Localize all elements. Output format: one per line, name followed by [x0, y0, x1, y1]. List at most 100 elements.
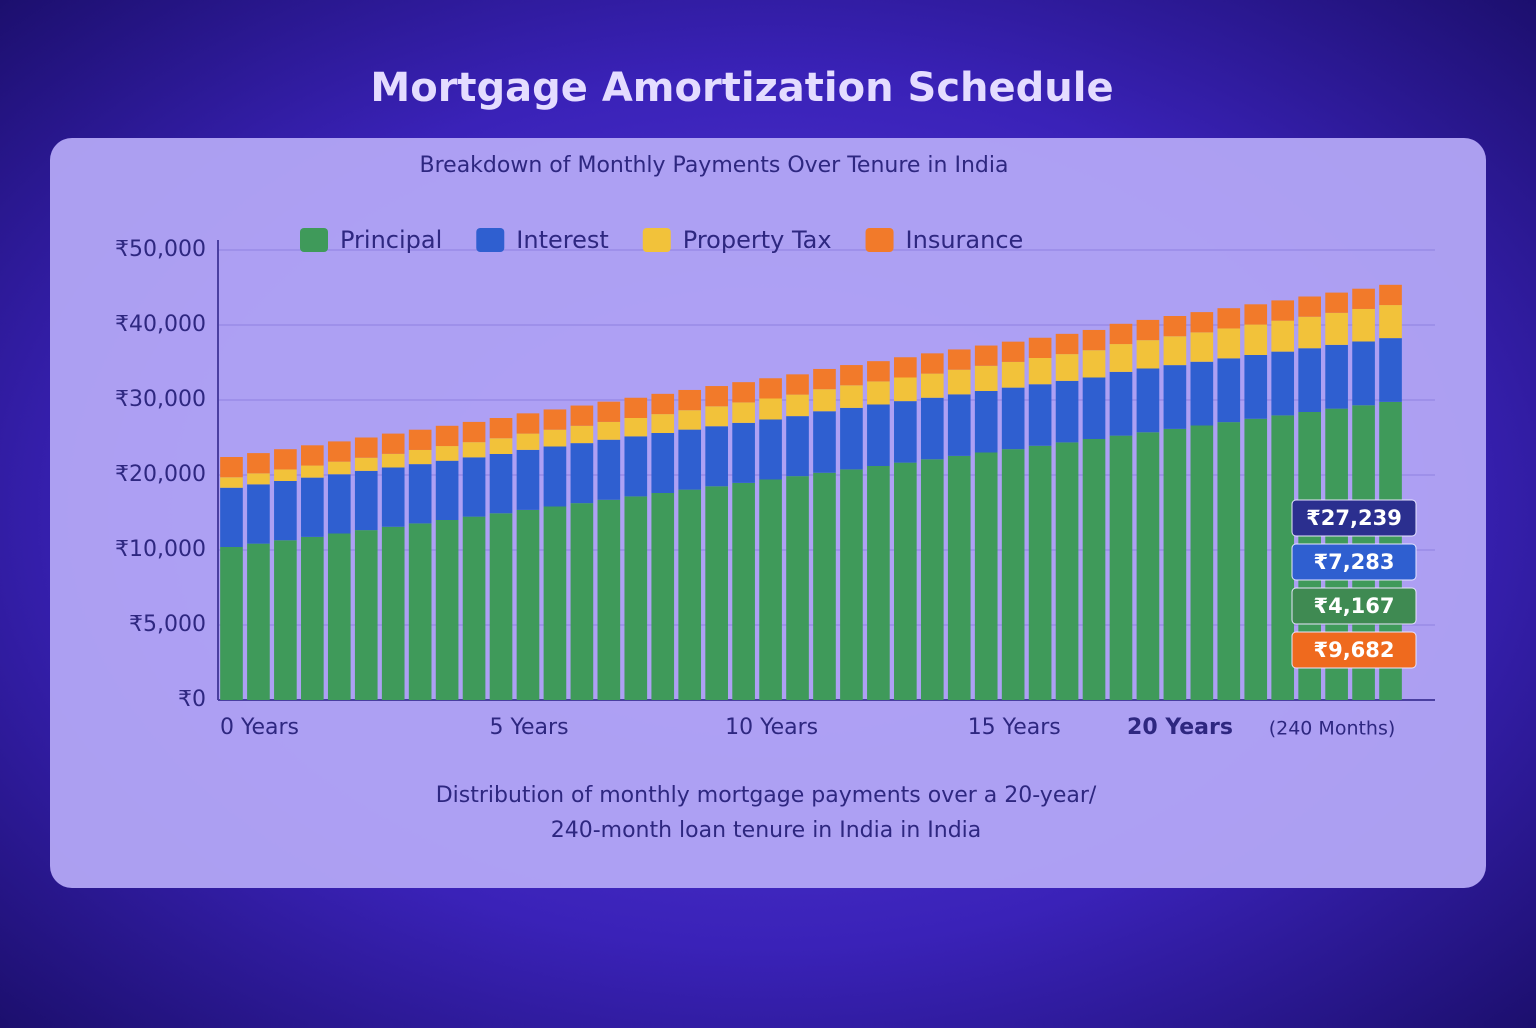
bar-segment — [462, 457, 486, 517]
bar-segment — [1325, 312, 1348, 345]
bar-segment — [570, 425, 594, 444]
y-tick-label: ₹0 — [178, 687, 206, 712]
bar-segment — [974, 391, 998, 453]
bar-segment — [1163, 365, 1187, 429]
bar-segment — [1244, 418, 1268, 700]
bar-segment — [1325, 292, 1348, 313]
y-tick-label: ₹50,000 — [115, 237, 206, 262]
bar-segment — [1136, 319, 1160, 341]
bar-segment — [354, 530, 378, 700]
bar-segment — [1082, 377, 1106, 439]
y-tick-label: ₹40,000 — [115, 312, 206, 337]
bar-segment — [1163, 336, 1187, 366]
bar-segment — [327, 474, 351, 534]
bar-segment — [220, 477, 243, 488]
legend-swatch — [476, 228, 505, 252]
bar-segment — [516, 433, 540, 450]
chart-title: Mortgage Amortization Schedule — [370, 65, 1113, 111]
bar-segment — [327, 461, 351, 475]
bar-segment — [732, 422, 755, 483]
bar-segment — [894, 377, 917, 402]
bar-segment — [327, 441, 351, 462]
bar-segment — [1379, 338, 1402, 402]
bar-segment — [354, 437, 378, 458]
bar-segment — [408, 449, 432, 465]
legend-swatch — [642, 228, 671, 252]
bar-segment — [813, 472, 836, 700]
bar-segment — [1136, 340, 1160, 369]
bar-segment — [381, 453, 405, 468]
annotation-label: ₹27,239 — [1306, 506, 1402, 530]
bar-segment — [867, 381, 890, 405]
bar-segment — [570, 405, 594, 426]
bar-segment — [1001, 341, 1025, 362]
bar-segment — [651, 433, 675, 493]
bar-segment — [1082, 439, 1106, 700]
bar-segment — [920, 373, 944, 398]
bar-segment — [1325, 344, 1348, 409]
bar-segment — [705, 406, 728, 427]
y-tick-label: ₹30,000 — [115, 387, 206, 412]
bar-segment — [570, 503, 594, 700]
bar-segment — [894, 401, 917, 463]
legend-swatch — [300, 228, 328, 252]
bar-segment — [947, 349, 971, 370]
bar-segment — [435, 446, 459, 461]
bar-segment — [1298, 316, 1321, 349]
x-axis-note: (240 Months) — [1269, 718, 1396, 740]
bar-segment — [1271, 320, 1295, 352]
legend-label: Insurance — [906, 226, 1024, 254]
bar-segment — [1028, 358, 1052, 385]
bar-segment — [597, 421, 621, 440]
bar-segment — [651, 414, 675, 433]
bar-segment — [1001, 449, 1025, 700]
bar-segment — [327, 533, 351, 700]
bar-segment — [1028, 445, 1052, 700]
bar-segment — [813, 389, 836, 412]
bar-segment — [1217, 422, 1241, 700]
y-tick-label: ₹10,000 — [115, 537, 206, 562]
bar-segment — [462, 442, 486, 458]
bar-segment — [1271, 415, 1295, 700]
bar-segment — [489, 418, 513, 439]
bar-segment — [947, 369, 971, 395]
bar-segment — [1271, 351, 1295, 416]
bar-segment — [381, 467, 405, 527]
bar-segment — [1298, 296, 1321, 317]
bar-segment — [1001, 361, 1025, 388]
bar-segment — [301, 445, 324, 466]
bar-segment — [1190, 332, 1214, 362]
bar-segment — [732, 382, 755, 403]
y-tick-label: ₹5,000 — [129, 612, 206, 637]
bar-segment — [732, 402, 755, 423]
bar-segment — [1271, 300, 1295, 321]
bar-segment — [867, 404, 890, 466]
annotation-label: ₹9,682 — [1313, 638, 1394, 662]
bar-segment — [813, 368, 836, 390]
bar-segment — [1055, 333, 1079, 355]
bar-segment — [597, 439, 621, 500]
bar-segment — [247, 543, 270, 700]
bar-segment — [220, 487, 243, 547]
bar-segment — [1190, 361, 1214, 426]
bar-segment — [786, 374, 809, 395]
bar-segment — [489, 513, 513, 700]
caption: 240-month loan tenure in India in India — [551, 818, 982, 843]
bar-segment — [543, 446, 567, 507]
bar-segment — [1244, 304, 1268, 325]
bar-segment — [786, 476, 809, 700]
bar-segment — [1379, 284, 1402, 306]
bar-segment — [274, 469, 297, 481]
bar-segment — [381, 526, 405, 700]
bar-segment — [1244, 324, 1268, 355]
bar-segment — [274, 481, 297, 541]
bar-segment — [678, 429, 702, 490]
bar-segment — [678, 489, 702, 700]
bar-segment — [301, 465, 324, 478]
bar-segment — [840, 407, 863, 470]
bar-segment — [1082, 350, 1106, 378]
bar-segment — [867, 466, 890, 700]
bar-segment — [840, 469, 863, 700]
bar-segment — [489, 454, 513, 514]
bar-segment — [435, 425, 459, 447]
